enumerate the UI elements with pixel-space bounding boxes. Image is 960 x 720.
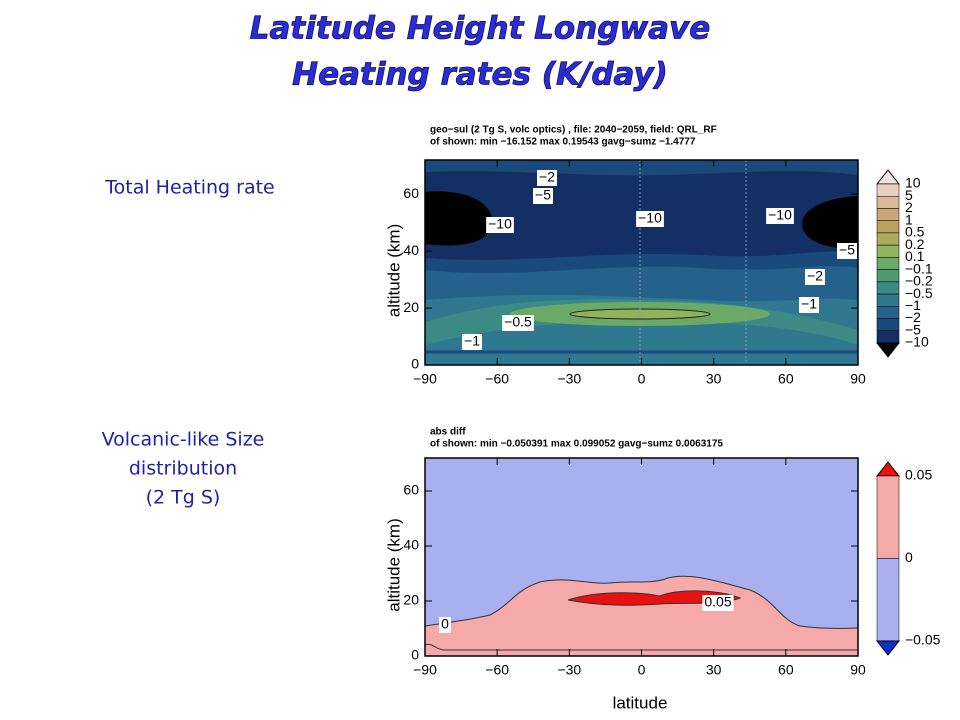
colorbar-label: −2 (905, 309, 921, 325)
colorbar-label: 0.05 (905, 467, 932, 483)
colorbar-label: −5 (905, 321, 921, 337)
colorbar-segment (876, 195, 900, 209)
x-tick-label: 60 (778, 662, 794, 678)
x-tick-label: 0 (638, 662, 646, 678)
contour-label-box (837, 243, 857, 259)
y-tick-label: 20 (403, 592, 419, 608)
side-label: Volcanic-like Size (102, 429, 265, 451)
colorbar-label: 0.1 (905, 248, 925, 264)
colorbar-segment (876, 318, 900, 332)
y-tick-label: 0 (411, 647, 419, 663)
contour-label: −5 (839, 242, 855, 258)
plot-header: of shown: min −0.050391 max 0.099052 gav… (430, 439, 723, 450)
contour-label: −10 (488, 216, 512, 232)
colorbar-segment (876, 244, 900, 258)
contour-label-box (636, 211, 664, 227)
contour-label: −0.5 (504, 314, 532, 330)
x-tick-label: 0 (638, 371, 646, 387)
contour-label: 0.05 (704, 594, 731, 610)
colorbar-label: 5 (905, 187, 913, 203)
contour-label: −10 (768, 207, 792, 223)
colorbar-segment (876, 257, 900, 270)
colorbar-segment (876, 558, 900, 642)
contour-label-box (533, 188, 553, 204)
contour-label-box (805, 269, 825, 285)
side-label: distribution (129, 458, 237, 480)
x-tick-label: −60 (485, 662, 509, 678)
x-tick-label: −30 (557, 371, 581, 387)
y-axis-label: altitude (km) (384, 224, 403, 318)
colorbar-end (875, 169, 901, 185)
colorbar-segment (876, 293, 900, 307)
contour-label-box (462, 334, 482, 350)
contour-label: −2 (539, 169, 555, 185)
colorbar-label: 0.5 (905, 224, 925, 240)
slide-title: Heating rates (K/day) (292, 57, 668, 93)
colorbar-label: −0.2 (905, 273, 933, 289)
colorbar-label: −0.5 (905, 285, 933, 301)
colorbar-label: −0.05 (905, 632, 941, 648)
y-tick-label: 60 (403, 185, 419, 201)
x-tick-label: −90 (413, 371, 437, 387)
contour-label-box (702, 595, 734, 611)
contour-label-box (486, 217, 514, 233)
contour-label: −1 (801, 296, 817, 312)
colorbar-segment (876, 475, 900, 559)
x-axis-label: latitude (613, 693, 668, 712)
x-tick-label: 60 (778, 371, 794, 387)
contour-label: −1 (464, 333, 480, 349)
colorbar-end (875, 461, 901, 477)
contour-label: 0 (441, 616, 449, 632)
contour-fill (425, 458, 858, 656)
y-tick-label: 0 (411, 356, 419, 372)
contour-fill (425, 160, 858, 365)
x-tick-label: −30 (557, 662, 581, 678)
colorbar-end (875, 640, 901, 656)
colorbar-label: 10 (905, 175, 921, 191)
x-tick-label: −60 (485, 371, 509, 387)
contour-label: −10 (638, 210, 662, 226)
side-label: Total Heating rate (104, 177, 275, 199)
colorbar-label: 0.2 (905, 236, 925, 252)
colorbar-segment (876, 232, 900, 246)
contour-label-box (799, 297, 819, 313)
colorbar-label: 0 (905, 549, 913, 565)
y-tick-label: 60 (403, 482, 419, 498)
colorbar-label: −10 (905, 334, 929, 350)
colorbar-segment (876, 281, 900, 295)
colorbar-label: −1 (905, 297, 921, 313)
y-tick-label: 40 (403, 537, 419, 553)
x-tick-label: 30 (706, 662, 722, 678)
plot-header: abs diff (430, 427, 466, 438)
slide-title: Latitude Height Longwave (250, 11, 711, 47)
x-tick-label: −90 (413, 662, 437, 678)
colorbar-segment (876, 220, 900, 234)
colorbar-segment (876, 208, 900, 221)
x-tick-label: 90 (850, 371, 866, 387)
y-tick-label: 20 (403, 299, 419, 315)
colorbar-segment (876, 183, 900, 197)
side-label: (2 Tg S) (146, 487, 221, 509)
contour-label-box (766, 208, 794, 224)
colorbar-label: 2 (905, 199, 913, 215)
contour-label: −2 (807, 268, 823, 284)
contour-label: −5 (535, 187, 551, 203)
contour-label-box (502, 315, 534, 331)
contour-label-box (537, 170, 557, 186)
plot-header: of shown: min −16.152 max 0.19543 gavg−s… (430, 137, 696, 148)
colorbar-end (875, 342, 901, 358)
colorbar-label: −0.1 (905, 260, 933, 276)
plot-header: geo−sul (2 Tg S, volc optics) , file: 20… (430, 125, 717, 136)
colorbar-label: 1 (905, 211, 913, 227)
colorbar-segment (876, 269, 900, 283)
y-tick-label: 40 (403, 242, 419, 258)
colorbar-segment (876, 330, 900, 344)
x-tick-label: 30 (706, 371, 722, 387)
colorbar-segment (876, 306, 900, 319)
x-tick-label: 90 (850, 662, 866, 678)
contour-label-box (439, 617, 451, 633)
y-axis-label: altitude (km) (384, 518, 403, 612)
